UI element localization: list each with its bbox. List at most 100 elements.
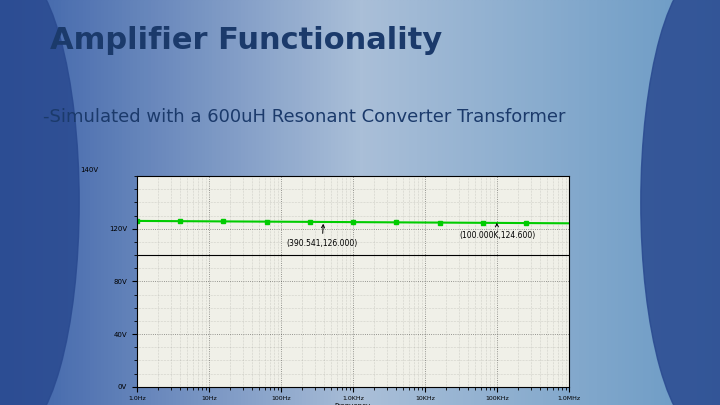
Bar	[0, 0, 4, 405]
Bar	[29, 0, 32, 405]
Bar	[677, 0, 680, 405]
Text: 140V: 140V	[81, 167, 99, 173]
Bar	[202, 0, 205, 405]
Bar	[274, 0, 277, 405]
Text: (100.000K,124.600): (100.000K,124.600)	[459, 224, 536, 240]
Bar	[590, 0, 594, 405]
Bar	[209, 0, 212, 405]
Bar	[360, 0, 364, 405]
Bar	[256, 0, 259, 405]
Bar	[212, 0, 216, 405]
Bar	[374, 0, 378, 405]
Bar	[101, 0, 104, 405]
Text: -Simulated with a 600uH Resonant Converter Transformer: -Simulated with a 600uH Resonant Convert…	[43, 107, 566, 126]
Bar	[382, 0, 385, 405]
Bar	[468, 0, 472, 405]
Bar	[616, 0, 619, 405]
Bar	[324, 0, 328, 405]
Bar	[227, 0, 230, 405]
Bar	[313, 0, 317, 405]
Bar	[526, 0, 529, 405]
Bar	[220, 0, 223, 405]
Bar	[652, 0, 655, 405]
Bar	[270, 0, 274, 405]
Bar	[299, 0, 302, 405]
Bar	[151, 0, 155, 405]
Bar	[194, 0, 198, 405]
Bar	[248, 0, 252, 405]
Bar	[450, 0, 454, 405]
Bar	[432, 0, 436, 405]
Bar	[126, 0, 130, 405]
Bar	[176, 0, 180, 405]
Bar	[83, 0, 86, 405]
Bar	[533, 0, 536, 405]
Bar	[500, 0, 504, 405]
Bar	[234, 0, 238, 405]
Bar	[11, 0, 14, 405]
Bar	[76, 0, 79, 405]
Bar	[68, 0, 72, 405]
Bar	[490, 0, 493, 405]
Bar	[400, 0, 403, 405]
Bar	[65, 0, 68, 405]
Bar	[680, 0, 684, 405]
Bar	[180, 0, 184, 405]
Bar	[371, 0, 374, 405]
Bar	[598, 0, 601, 405]
Bar	[148, 0, 151, 405]
Bar	[666, 0, 670, 405]
Bar	[518, 0, 522, 405]
Bar	[40, 0, 43, 405]
Bar	[504, 0, 508, 405]
Ellipse shape	[641, 0, 720, 405]
Bar	[187, 0, 191, 405]
Bar	[140, 0, 144, 405]
Bar	[479, 0, 482, 405]
Text: Amplifier Functionality: Amplifier Functionality	[50, 26, 443, 55]
Bar	[630, 0, 634, 405]
Bar	[529, 0, 533, 405]
Bar	[166, 0, 169, 405]
Bar	[47, 0, 50, 405]
Bar	[115, 0, 119, 405]
Bar	[288, 0, 292, 405]
Bar	[241, 0, 245, 405]
Bar	[565, 0, 569, 405]
Bar	[522, 0, 526, 405]
Bar	[623, 0, 626, 405]
Bar	[684, 0, 688, 405]
Bar	[461, 0, 464, 405]
Bar	[331, 0, 335, 405]
Bar	[245, 0, 248, 405]
Bar	[266, 0, 270, 405]
Bar	[317, 0, 320, 405]
Bar	[342, 0, 346, 405]
Bar	[475, 0, 479, 405]
Bar	[497, 0, 500, 405]
Bar	[655, 0, 659, 405]
Bar	[238, 0, 241, 405]
Bar	[50, 0, 54, 405]
Bar	[634, 0, 637, 405]
Bar	[482, 0, 486, 405]
Bar	[306, 0, 310, 405]
Bar	[25, 0, 29, 405]
Bar	[558, 0, 562, 405]
Bar	[648, 0, 652, 405]
Bar	[119, 0, 122, 405]
Bar	[446, 0, 450, 405]
Bar	[277, 0, 281, 405]
Bar	[108, 0, 112, 405]
Bar	[407, 0, 410, 405]
Bar	[716, 0, 720, 405]
Bar	[439, 0, 443, 405]
Bar	[673, 0, 677, 405]
Bar	[619, 0, 623, 405]
Bar	[493, 0, 497, 405]
Bar	[72, 0, 76, 405]
Bar	[508, 0, 511, 405]
Bar	[454, 0, 457, 405]
Bar	[137, 0, 140, 405]
X-axis label: Frequency: Frequency	[335, 403, 371, 405]
